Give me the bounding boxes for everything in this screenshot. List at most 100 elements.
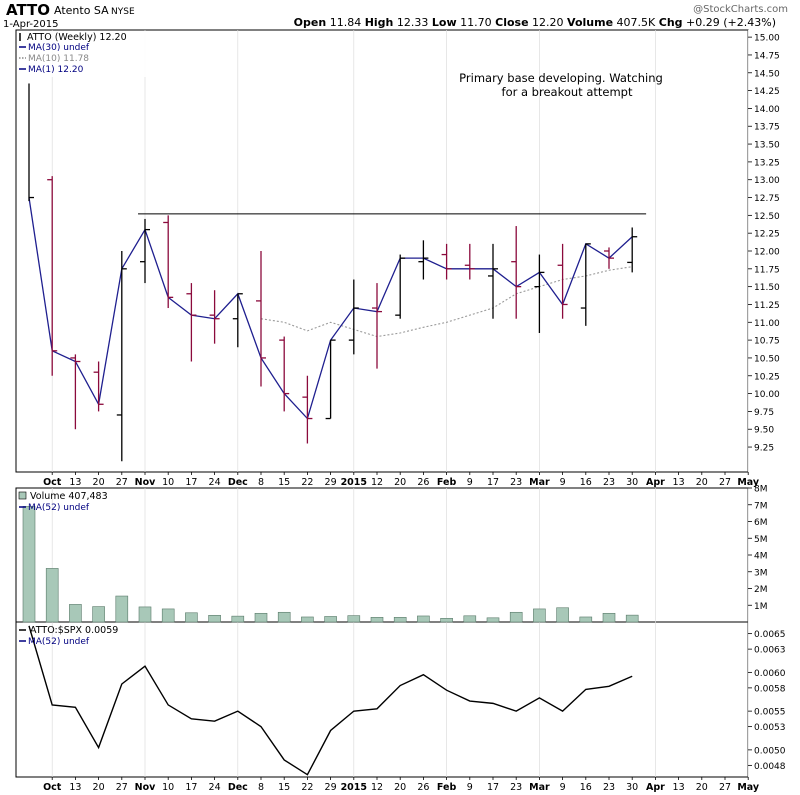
price-x-axis-label: 16	[580, 477, 592, 488]
ratio-x-axis-label: Mar	[529, 782, 550, 793]
price-axis-tick-label: 12.00	[754, 248, 780, 258]
price-x-axis-label: 2015	[341, 477, 367, 488]
price-axis-tick-label: 12.25	[754, 230, 780, 240]
price-axis-tick-label: 13.25	[754, 158, 780, 168]
price-bar	[627, 227, 638, 273]
price-bar	[302, 375, 313, 444]
price-x-axis-label: 20	[394, 477, 406, 488]
price-x-axis-label: 23	[510, 477, 522, 488]
ratio-x-axis-label: 16	[580, 782, 592, 793]
price-x-axis-label: Mar	[529, 477, 550, 488]
price-bar	[395, 254, 406, 319]
volume-bar	[602, 612, 616, 623]
ma10-line	[260, 266, 633, 338]
volume-bars	[22, 506, 639, 623]
price-bar	[209, 290, 220, 344]
chart-date: 1-Apr-2015	[3, 19, 58, 30]
volume-bar	[92, 606, 105, 623]
legend-atto: ATTO (Weekly) 12.20	[27, 32, 127, 43]
price-x-axis-label: 9	[560, 477, 566, 488]
annotation-line-1: Primary base developing. Watching	[459, 71, 663, 85]
ratio-axis-tick-label: 0.0063	[754, 646, 786, 656]
price-x-axis-label: Apr	[646, 477, 665, 488]
price-bar	[325, 339, 336, 420]
volume-bar	[277, 611, 291, 623]
legend-ma10: MA(10) 11.78	[28, 54, 89, 64]
price-x-axis-label: 22	[301, 477, 313, 488]
volume-bar	[301, 616, 314, 623]
ratio-x-axis-label: May	[737, 782, 760, 793]
volume-bar	[115, 595, 129, 623]
volume-axis-tick-label: 6M	[754, 518, 768, 528]
price-bar	[93, 361, 104, 412]
price-bar	[534, 254, 545, 333]
price-bar	[488, 243, 498, 319]
price-x-axis-label: 27	[116, 477, 128, 488]
price-bar	[163, 215, 174, 309]
price-x-axis-label: 13	[69, 477, 81, 488]
price-x-axis-label: May	[737, 477, 760, 488]
ratio-x-axis-label: 23	[603, 782, 615, 793]
volume-bar	[22, 506, 36, 623]
volume-axis-tick-label: 1M	[754, 602, 768, 612]
volume-bar	[440, 618, 453, 623]
volume-bar	[533, 608, 546, 623]
price-axis-tick-label: 11.50	[754, 283, 780, 293]
ratio-axis-tick-label: 0.0058	[754, 684, 786, 694]
price-bar	[580, 243, 591, 326]
price-x-axis-label: 27	[719, 477, 731, 488]
price-axis-tick-label: 10.50	[754, 354, 780, 364]
price-bar	[28, 83, 34, 202]
price-bar	[418, 240, 429, 280]
volume-axis-tick-label: 8M	[754, 485, 768, 495]
legend-swatch	[18, 491, 27, 500]
price-axis-tick-label: 13.75	[754, 123, 780, 133]
ratio-x-axis-label: 27	[116, 782, 128, 793]
ma10-layer	[260, 266, 633, 338]
exchange: NYSE	[111, 7, 135, 17]
ratio-axis-tick-label: 0.0065	[754, 630, 786, 640]
grid-lines	[51, 30, 749, 777]
legend-ratio: ATTO:$SPX 0.0059	[30, 625, 118, 636]
ratio-x-axis-label: Dec	[228, 782, 248, 793]
ratio-axis-tick-label: 0.0053	[754, 723, 786, 733]
price-bars	[28, 83, 638, 462]
x-axes: Oct 13 20 27 Nov 10 17 24 Dec 8 15 22 29 2015 12 20 26 Fe…	[43, 472, 760, 793]
ratio-line	[28, 625, 633, 776]
price-x-axis-label: 29	[325, 477, 337, 488]
price-x-axis-label: 20	[93, 477, 105, 488]
price-bar	[116, 251, 127, 462]
ratio-x-axis-label: 30	[626, 782, 638, 793]
volume-bar	[509, 611, 523, 623]
volume-bar	[625, 614, 639, 623]
ratio-x-axis-label: 8	[258, 782, 264, 793]
ratio-x-axis-label: 9	[560, 782, 566, 793]
price-x-axis-label: Oct	[43, 477, 62, 488]
price-axis-tick-label: 14.25	[754, 87, 780, 97]
ratio-x-axis-label: 17	[185, 782, 197, 793]
ratio-axis-tick-label: 0.0055	[754, 708, 786, 718]
price-bar	[464, 243, 475, 280]
volume-bar	[208, 614, 221, 623]
ratio-axis-tick-label: 0.0048	[754, 762, 786, 772]
price-axis-tick-label: 14.00	[754, 105, 780, 115]
price-axis-tick-label: 14.50	[754, 69, 780, 79]
price-bar	[186, 283, 197, 362]
volume-bar	[231, 615, 245, 623]
price-bar	[372, 283, 382, 369]
quote-line: Open 11.84 High 12.33 Low 11.70 Close 12…	[294, 16, 776, 29]
price-bar	[232, 293, 243, 348]
ratio-x-axis-label: 20	[93, 782, 105, 793]
ratio-x-axis-label: 27	[719, 782, 731, 793]
volume-bar	[556, 607, 569, 623]
price-axis-tick-label: 10.00	[754, 390, 780, 400]
ratio-x-axis-label: 12	[371, 782, 383, 793]
volume-axis-tick-label: 4M	[754, 552, 768, 562]
price-axis-tick-label: 10.25	[754, 372, 780, 382]
volume-bar	[185, 612, 198, 623]
ratio-x-axis-label: Feb	[437, 782, 457, 793]
ratio-x-axis-label: 2015	[341, 782, 367, 793]
ratio-x-axis-label: 20	[394, 782, 406, 793]
price-x-axis-label: Nov	[135, 477, 156, 488]
